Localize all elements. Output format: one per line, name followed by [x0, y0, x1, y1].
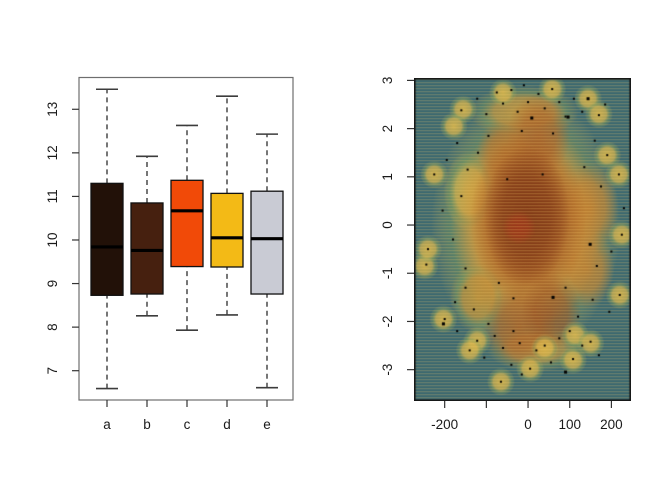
boxplot-xtick-label-c: c — [184, 417, 191, 432]
boxplot-xtick-label-e: e — [263, 417, 271, 432]
boxplot-xtick-label-a: a — [103, 417, 111, 432]
boxplot-frame — [78, 76, 294, 401]
density-ytick-label-2: 2 — [380, 125, 395, 133]
boxplot-ytick-label-10: 10 — [45, 232, 60, 247]
density-xtick-label--200: -200 — [431, 417, 458, 432]
density-heatmap-canvas — [414, 78, 631, 401]
box-d — [210, 192, 244, 268]
density-ytick-label--1: -1 — [380, 267, 395, 279]
density-ytick-label-1: 1 — [380, 173, 395, 181]
boxplot-ytick-label-13: 13 — [45, 102, 60, 117]
boxplot-ytick-label-11: 11 — [45, 189, 60, 203]
boxplot-ytick-label-8: 8 — [45, 323, 60, 331]
density-xtick-label-100: 100 — [558, 417, 581, 432]
box-e — [250, 190, 284, 295]
density-xtick-label-200: 200 — [600, 417, 623, 432]
density-ytick-label--3: -3 — [380, 364, 395, 376]
boxplot-ytick-label-7: 7 — [45, 367, 60, 375]
density-ytick-label-0: 0 — [380, 221, 395, 229]
box-c — [170, 179, 204, 268]
box-b — [130, 202, 164, 295]
boxplot-xtick-label-d: d — [223, 417, 231, 432]
box-a — [90, 182, 124, 296]
density-ytick-label--2: -2 — [380, 315, 395, 327]
boxplot-ytick-label-9: 9 — [45, 280, 60, 288]
density-xtick-label-0: 0 — [524, 417, 532, 432]
boxplot-xtick-label-b: b — [143, 417, 151, 432]
density-ytick-label-3: 3 — [380, 77, 395, 85]
boxplot-ytick-label-12: 12 — [45, 145, 60, 160]
